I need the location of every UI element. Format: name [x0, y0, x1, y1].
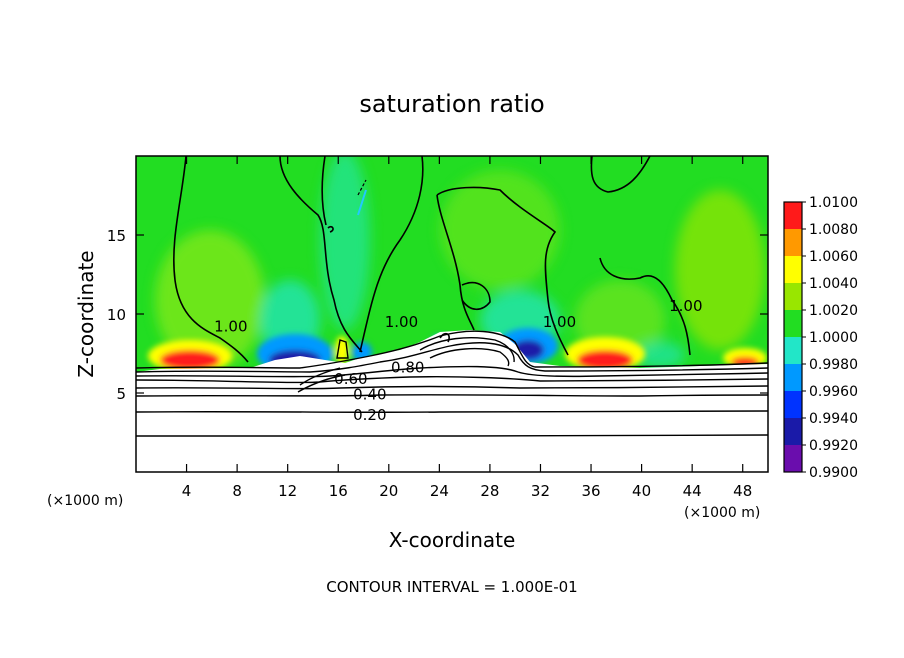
contour-label: 0.60 — [334, 370, 367, 388]
contours-lower — [136, 330, 768, 437]
y-axis-ticks: 5 10 15 — [107, 227, 768, 403]
colorbar-label: 0.9900 — [809, 465, 858, 481]
x-unit-label-left: (×1000 m) — [47, 493, 123, 509]
contour-label: 1.00 — [543, 313, 576, 331]
contour-label: 1.00 — [214, 318, 247, 336]
contour-label: 1.00 — [669, 297, 702, 315]
colorbar-segment — [784, 256, 802, 283]
x-tick-label: 12 — [278, 482, 297, 500]
x-tick-label: 28 — [480, 482, 499, 500]
contour-label: 0.80 — [391, 359, 424, 377]
x-tick-label: 36 — [581, 482, 600, 500]
x-axis-title: X-coordinate — [389, 528, 516, 552]
x-axis-ticks: 4 8 12 16 20 24 28 32 36 40 44 48 — [182, 156, 752, 500]
colorbar-segment — [784, 283, 802, 310]
colorbar-label: 1.0040 — [809, 276, 858, 292]
y-tick-label: 10 — [107, 306, 126, 324]
colorbar-label: 0.9960 — [809, 384, 858, 400]
contour-labels: 1.00 1.00 1.00 1.00 0.80 0.600.40 0.20 — [214, 297, 702, 424]
colorbar-label: 1.0000 — [809, 330, 858, 346]
cyan-streak — [357, 189, 367, 216]
x-tick-label: 32 — [531, 482, 550, 500]
x-tick-label: 8 — [232, 482, 242, 500]
colorbar-label: 1.0080 — [809, 222, 858, 238]
colorbar-segment — [784, 364, 802, 391]
colorbar-label: 0.9920 — [809, 438, 858, 454]
colorbar-label: 1.0020 — [809, 303, 858, 319]
y-axis-title: Z-coordinate — [74, 250, 98, 377]
x-tick-label: 4 — [182, 482, 192, 500]
x-tick-label: 16 — [329, 482, 348, 500]
x-tick-label: 44 — [683, 482, 702, 500]
chart-title: saturation ratio — [359, 90, 544, 118]
updraft-contour — [336, 339, 349, 359]
colorbar-segment — [784, 445, 802, 472]
x-tick-label: 20 — [379, 482, 398, 500]
colorbar-label: 1.0100 — [809, 195, 858, 211]
colorbar-segment — [784, 202, 802, 229]
contour-interval-text: CONTOUR INTERVAL = 1.000E-01 — [326, 578, 577, 596]
x-tick-label: 48 — [733, 482, 752, 500]
colorbar-label: 0.9940 — [809, 411, 858, 427]
colorbar-segment — [784, 337, 802, 364]
colorbar-segment — [784, 391, 802, 418]
colorbar: 0.9900 0.9920 0.9940 0.9960 0.9980 1.0000 1.00… — [783, 195, 858, 481]
contour-label: 0.40 — [353, 386, 386, 404]
plot-field: 1.00 1.00 1.00 1.00 0.80 0.600.40 0.20 — [136, 156, 768, 472]
dashed-contour — [357, 179, 367, 196]
x-tick-label: 24 — [430, 482, 449, 500]
x-tick-label: 40 — [632, 482, 651, 500]
colorbar-segment — [784, 229, 802, 256]
contour-label: 1.00 — [385, 313, 418, 331]
colorbar-label: 1.0060 — [809, 249, 858, 265]
colorbar-label: 0.9980 — [809, 357, 858, 373]
y-tick-label: 5 — [116, 385, 126, 403]
y-tick-label: 15 — [107, 227, 126, 245]
contour-label: 0.20 — [353, 406, 386, 424]
colorbar-segment — [784, 310, 802, 337]
x-unit-label-right: (×1000 m) — [684, 505, 760, 521]
colorbar-segment — [784, 418, 802, 445]
